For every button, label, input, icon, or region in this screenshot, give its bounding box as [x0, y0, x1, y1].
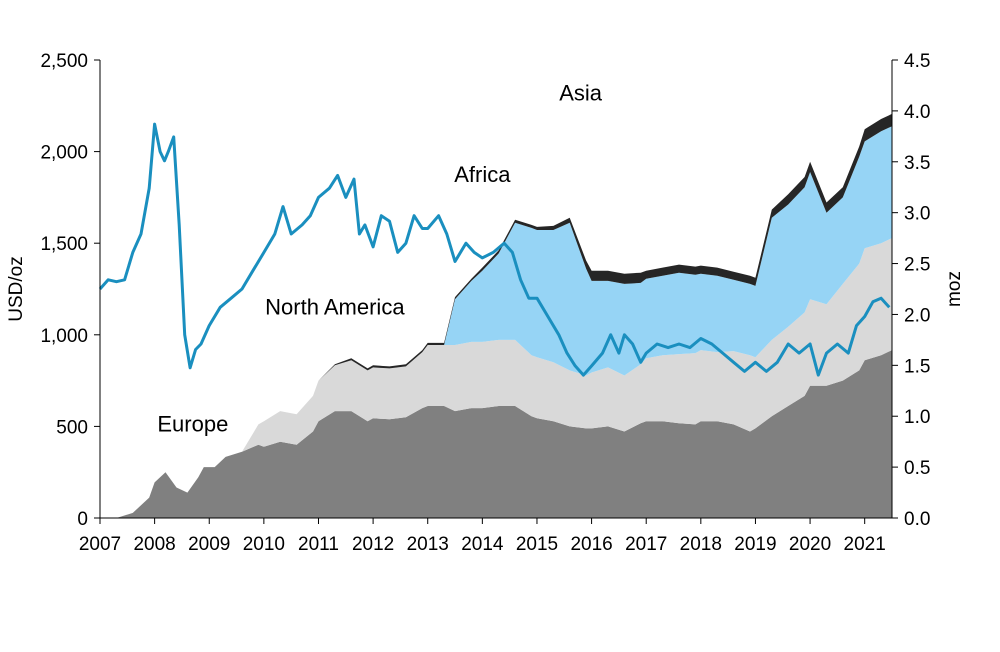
right-tick-label: 3.0 — [904, 204, 930, 225]
area-africa — [100, 126, 892, 518]
left-tick-label: 500 — [56, 417, 88, 438]
area-north-america — [100, 238, 892, 518]
right-tick-label: 3.5 — [904, 153, 930, 174]
x-tick-label: 2015 — [516, 534, 558, 555]
x-tick-label: 2016 — [570, 534, 612, 555]
x-tick-label: 2011 — [298, 534, 339, 555]
label-north-america: North America — [265, 294, 405, 319]
x-tick-label: 2009 — [188, 534, 230, 555]
right-tick-label: 2.5 — [904, 255, 930, 276]
right-tick-label: 0.0 — [904, 509, 930, 530]
left-tick-label: 2,000 — [40, 143, 88, 164]
right-tick-label: 4.0 — [904, 102, 930, 123]
x-tick-label: 2021 — [844, 534, 886, 555]
right-tick-label: 1.0 — [904, 407, 930, 428]
x-tick-label: 2007 — [79, 534, 121, 555]
region-labels: Asia Africa North America Europe — [157, 81, 602, 437]
label-africa: Africa — [454, 162, 511, 187]
x-tick-label: 2012 — [352, 534, 394, 555]
right-tick-label: 2.0 — [904, 305, 930, 326]
area-europe — [100, 350, 892, 518]
x-tick-label: 2014 — [461, 534, 504, 555]
price-line — [98, 122, 891, 377]
x-tick-label: 2013 — [407, 534, 449, 555]
label-europe: Europe — [157, 411, 228, 436]
left-axis-title: USD/oz — [6, 256, 27, 321]
right-tick-label: 1.5 — [904, 356, 930, 377]
x-tick-label: 2019 — [734, 534, 776, 555]
stacked-areas — [100, 113, 892, 519]
x-tick-label: 2008 — [133, 534, 175, 555]
x-tick-label: 2018 — [680, 534, 722, 555]
price-line-layer — [98, 122, 891, 377]
left-tick-label: 2,500 — [40, 51, 88, 72]
label-asia: Asia — [559, 81, 603, 106]
right-tick-label: 4.5 — [904, 51, 930, 72]
x-tick-label: 2017 — [625, 534, 667, 555]
left-tick-label: 1,500 — [40, 234, 88, 255]
left-tick-label: 0 — [77, 509, 88, 530]
left-tick-label: 1,000 — [40, 326, 88, 347]
right-tick-label: 0.5 — [904, 458, 930, 479]
right-axis-title: moz — [944, 271, 965, 307]
x-tick-label: 2010 — [243, 534, 285, 555]
axes: 0 500 1,000 1,500 2,000 2,500 0.0 0.5 1.0 1.5 2.0 2… — [40, 51, 930, 555]
x-tick-label: 2020 — [789, 534, 831, 555]
